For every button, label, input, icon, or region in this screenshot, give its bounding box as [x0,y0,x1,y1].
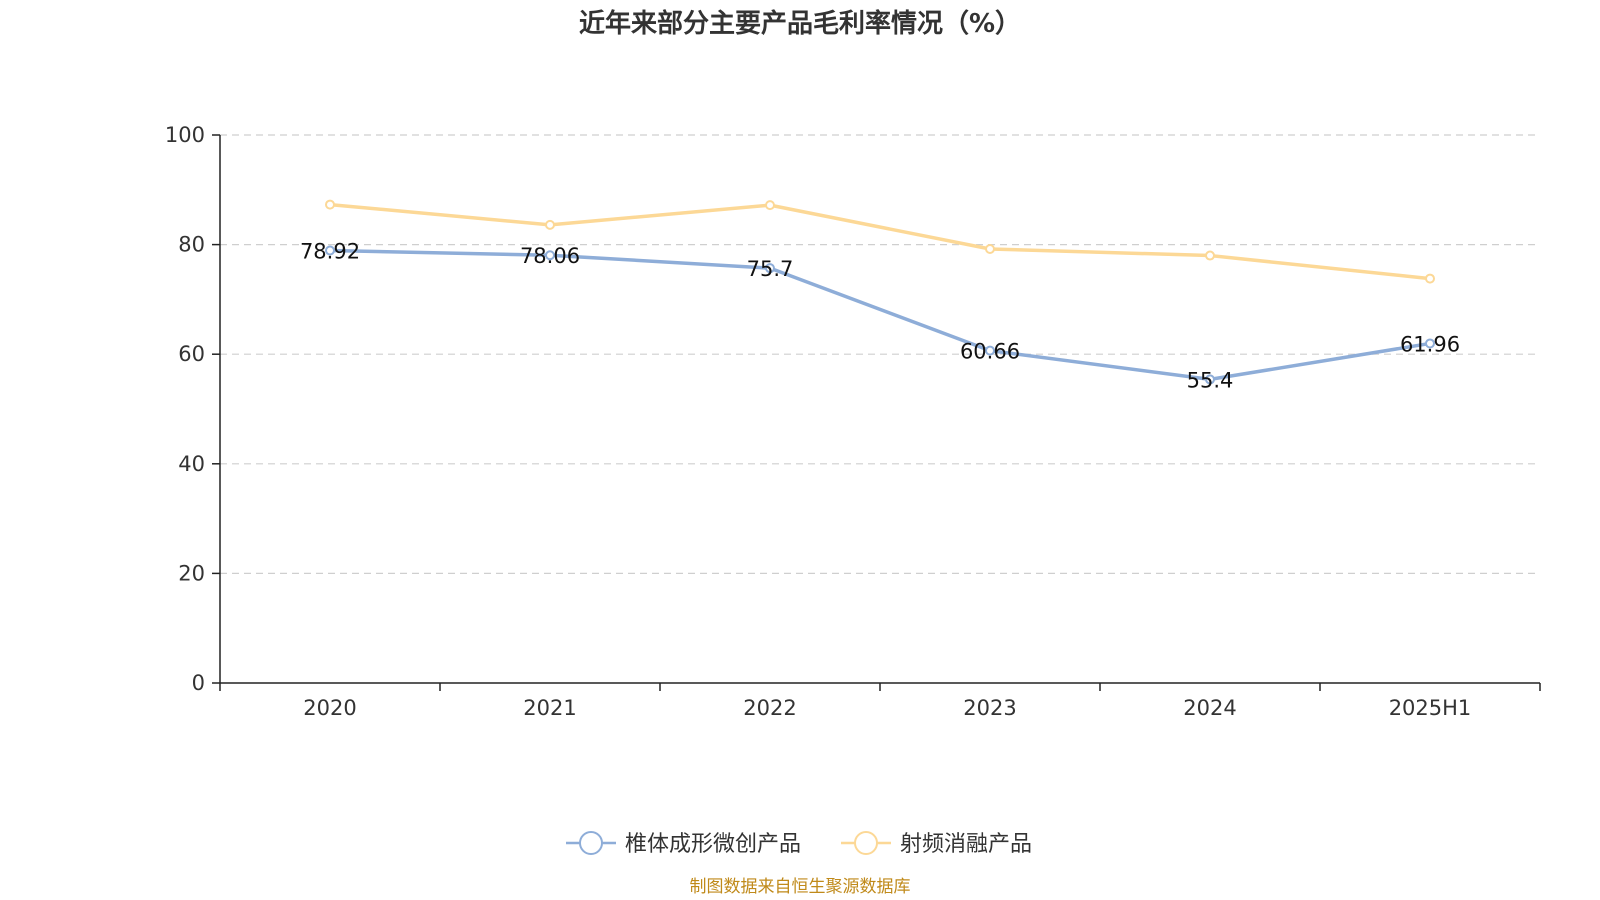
data-point [1425,273,1435,284]
data-label: 55.4 [1187,368,1234,392]
series-line-0 [329,248,1431,382]
gridlines [220,134,1540,575]
data-point [545,250,555,261]
axes: 0 20 40 60 80 100 2020 2021 2022 2023 2024 2025H1 [165,123,1541,720]
legend-label: 椎体成形微创产品 [625,832,801,857]
data-label: 61.96 [1400,332,1460,356]
data-label: 60.66 [960,340,1020,364]
data-label: 78.92 [300,240,360,264]
data-label: 75.7 [747,257,794,281]
data-labels: 78.92 78.06 75.7 60.66 55.4 61.96 [300,240,1460,393]
x-tick-label: 2023 [963,696,1016,720]
y-tick-label: 60 [178,342,205,366]
legend-marker [579,831,603,855]
data-point [1425,338,1435,349]
y-tick-label: 80 [178,233,205,257]
legend-item-0[interactable]: 椎体成形微创产品 [566,831,801,857]
y-tick-label: 40 [178,452,205,476]
chart-title: 近年来部分主要产品毛利率情况（%） [579,8,1021,39]
x-tick-label: 2020 [303,696,356,720]
x-tick-label: 2024 [1183,696,1236,720]
source-note: 制图数据来自恒生聚源数据库 [690,877,911,897]
data-point [985,243,995,254]
legend[interactable]: 椎体成形微创产品 射频消融产品 [566,831,1032,857]
data-label: 78.06 [520,244,580,268]
legend-label: 射频消融产品 [900,832,1032,857]
legend-marker [854,831,878,855]
data-point [545,219,555,230]
legend-item-1[interactable]: 射频消融产品 [841,831,1032,857]
data-point [325,199,335,210]
series-layer [325,199,1435,385]
y-tick-label: 20 [178,561,205,585]
y-tick-label: 0 [192,671,205,695]
y-tick-label: 100 [165,123,205,147]
data-point [1205,374,1215,385]
data-point [985,345,995,356]
x-tick-label: 2021 [523,696,576,720]
data-point [1205,250,1215,261]
data-point [325,245,335,256]
x-tick-label: 2025H1 [1389,696,1472,720]
x-tick-label: 2022 [743,696,796,720]
data-point [765,200,775,211]
data-point [765,263,775,274]
series-line-1 [329,202,1431,281]
